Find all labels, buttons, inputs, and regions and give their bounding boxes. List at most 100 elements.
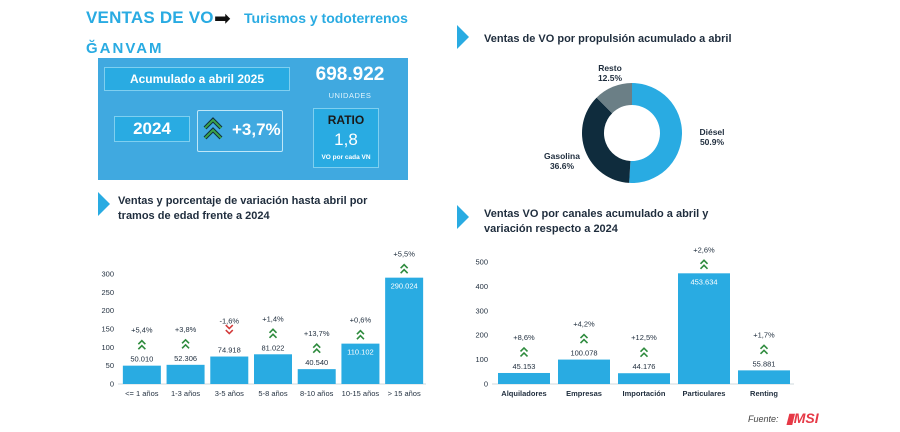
channel-chart-title: Ventas VO por canales acumulado a abril … — [484, 208, 709, 235]
double-chevron-up-icon — [203, 117, 223, 140]
x-tick-label: Renting — [750, 389, 778, 398]
channel-bar-chart: 0 100 200 300 400 500 45.153 +8,6% Alquiladores 1… — [475, 245, 794, 398]
x-tick-label: 8-10 años — [300, 389, 334, 398]
x-tick-label: 10-15 años — [342, 389, 380, 398]
x-tick-label: 5-8 años — [258, 389, 287, 398]
ganvam-logo: ĞANVAM — [86, 40, 164, 57]
year-label: 2024 — [114, 116, 190, 142]
pie-chart-title: Ventas de VO por propulsión acumulado a … — [484, 33, 732, 45]
bar-value-label: 40.540 — [305, 358, 328, 367]
age-chart-title: Ventas y porcentaje de variación hasta a… — [118, 195, 368, 222]
acumulado-label: Acumulado a abril 2025 — [104, 67, 290, 91]
page-subtitle: Turismos y todoterrenos — [244, 10, 408, 26]
y-tick-label: 250 — [101, 288, 114, 297]
chevron-up-icon — [579, 333, 589, 344]
bar-change-label: +1,7% — [753, 330, 775, 339]
chevron-up-icon — [356, 329, 365, 340]
ratio-label: RATIO — [327, 113, 365, 127]
change-value: +3,7% — [232, 120, 281, 139]
chevron-up-icon — [137, 339, 146, 350]
bar-change-label: +5,4% — [131, 326, 153, 335]
section-chevron-icon — [457, 205, 469, 229]
bar-change-label: +3,8% — [175, 325, 197, 334]
y-tick-label: 200 — [475, 331, 488, 340]
donut-label: Diésel — [699, 127, 724, 137]
bar-value-label: 74.918 — [218, 346, 241, 355]
bar-value-label: 453.634 — [690, 277, 717, 286]
chevron-up-icon — [519, 346, 529, 358]
bar — [341, 343, 380, 384]
bar-value-label: 100.078 — [570, 349, 597, 358]
source-label: Fuente: — [748, 414, 779, 424]
units-label: UNIDADES — [328, 91, 372, 100]
y-tick-label: 100 — [475, 355, 488, 364]
x-tick-label: Importación — [623, 389, 666, 398]
bar-change-label: +1,4% — [262, 314, 284, 323]
bar-value-label: 50.010 — [130, 355, 153, 364]
y-tick-label: 50 — [106, 361, 114, 370]
y-tick-label: 0 — [484, 380, 488, 389]
bar — [738, 370, 790, 384]
bar-change-label: -1,6% — [219, 317, 239, 326]
bar-value-label: 290.024 — [391, 282, 418, 291]
bar — [678, 273, 730, 384]
bar — [498, 372, 550, 384]
bar-change-label: +5,5% — [393, 250, 415, 259]
bar-change-label: +8,6% — [513, 333, 535, 342]
bar-value-label: 45.153 — [513, 362, 536, 371]
donut-value-label: 36.6% — [550, 161, 575, 171]
chevron-up-icon — [181, 338, 190, 349]
ratio-value: 1,8 — [334, 130, 358, 149]
arrow-right-icon: ➡ — [214, 8, 231, 30]
bar-change-label: +4,2% — [573, 320, 595, 329]
x-tick-label: Particulares — [683, 389, 726, 398]
x-tick-label: 3-5 años — [215, 389, 244, 398]
bar-change-label: +13,7% — [304, 329, 330, 338]
y-tick-label: 200 — [101, 306, 114, 315]
chevron-up-icon — [699, 259, 709, 270]
msi-logo: ▮MSI — [786, 410, 819, 426]
y-tick-label: 100 — [101, 343, 114, 352]
x-tick-label: Alquiladores — [501, 389, 546, 398]
ratio-box — [313, 108, 379, 168]
y-tick-label: 0 — [110, 380, 114, 389]
chevron-up-icon — [639, 347, 649, 358]
donut-label: Resto — [598, 63, 622, 73]
bar — [618, 373, 670, 384]
bar-change-label: +12,5% — [631, 333, 657, 342]
y-tick-label: 150 — [101, 325, 114, 334]
bar — [210, 356, 249, 384]
bar — [385, 277, 424, 384]
y-tick-label: 300 — [101, 270, 114, 279]
x-tick-label: <= 1 años — [125, 389, 159, 398]
chevron-down-icon — [225, 324, 234, 335]
x-tick-label: > 15 años — [388, 389, 421, 398]
bar — [297, 369, 336, 384]
chevron-up-icon — [268, 328, 278, 339]
bar-value-label: 110.102 — [347, 348, 374, 357]
bar-change-label: +2,6% — [693, 245, 715, 254]
bar-value-label: 55.881 — [753, 359, 776, 368]
donut-value-label: 50.9% — [700, 137, 725, 147]
bar-value-label: 52.306 — [174, 354, 197, 363]
y-tick-label: 300 — [475, 306, 488, 315]
x-tick-label: Empresas — [566, 389, 602, 398]
bar — [166, 364, 205, 384]
donut-slice-diésel — [629, 83, 683, 184]
section-chevron-icon — [98, 192, 110, 216]
donut-value-label: 12.5% — [598, 73, 623, 83]
x-tick-label: 1-3 años — [171, 389, 200, 398]
bar-change-label: +0,6% — [350, 316, 372, 325]
donut-label: Gasolina — [544, 151, 580, 161]
units-value: 698.922 — [315, 64, 385, 85]
y-tick-label: 400 — [475, 282, 488, 291]
y-tick-label: 500 — [475, 258, 488, 267]
chevron-up-icon — [759, 344, 769, 355]
age-bar-chart: 0 50 100 150 200 250 300 50.010 +5,4% <= 1 años 52… — [101, 250, 426, 398]
chevron-up-icon — [312, 343, 321, 354]
donut-slice-gasolina — [582, 97, 631, 183]
page-title: VENTAS DE VO — [86, 8, 214, 27]
donut-slice-resto — [596, 83, 632, 114]
chevron-up-icon — [400, 263, 409, 274]
